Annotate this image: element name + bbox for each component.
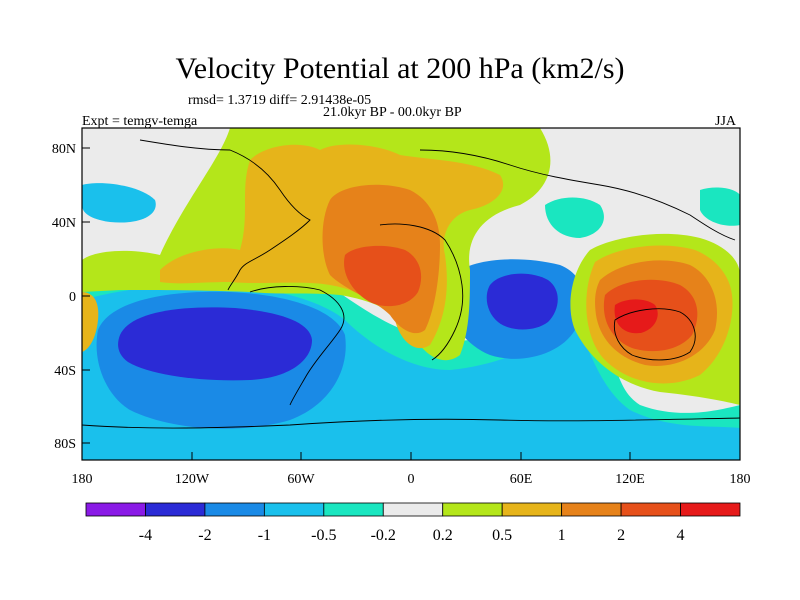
colorbar-swatch [501, 502, 563, 517]
contour-neg-north-pacific [82, 183, 156, 223]
experiment-label: Expt = temgv-temga [82, 114, 198, 129]
colorbar-label: 1 [558, 527, 566, 544]
lon-axis [81, 452, 741, 460]
colorbar-swatch [620, 502, 681, 517]
coastlines [82, 139, 740, 429]
lat-axis [82, 147, 90, 444]
lat-tick-label: 40N [52, 216, 76, 231]
colorbar-swatch [263, 502, 325, 517]
coast-south-america [249, 286, 345, 406]
colorbar-label: -1 [258, 527, 271, 544]
lat-tick-label: 80N [52, 142, 76, 157]
map-title: Velocity Potential at 200 hPa (km2/s) [175, 52, 625, 85]
colorbar-label: -4 [139, 527, 152, 544]
colorbar: -4 -2 -1 -0.5 -0.2 0.2 0.5 1 2 4 [85, 502, 741, 544]
lon-tick-label: 180 [72, 472, 93, 487]
colorbar-label: 2 [617, 527, 625, 544]
coast-north-america [139, 139, 311, 291]
contour-pos-far-west [82, 292, 99, 352]
contour-pos2-north [344, 245, 422, 307]
lon-tick-label: 120W [175, 472, 210, 487]
colorbar-swatch [382, 502, 444, 517]
coast-eurasia [419, 149, 736, 241]
colorbar-swatch [442, 502, 503, 517]
lat-tick-label: 0 [69, 290, 76, 305]
contour-neg-north-east [700, 187, 740, 226]
colorbar-label: -0.5 [311, 527, 336, 544]
colorbar-swatch [323, 502, 384, 517]
lat-tick-label: 40S [54, 364, 76, 379]
colorbar-label: 0.5 [492, 527, 512, 544]
contour-neg-north-asia [545, 197, 604, 238]
colorbar-label: -2 [198, 527, 211, 544]
contour-neg4-south [118, 307, 312, 381]
season-label: JJA [715, 114, 737, 129]
colorbar-label: 0.2 [433, 527, 453, 544]
period-label: 21.0kyr BP - 00.0kyr BP [323, 105, 462, 120]
contour-neg4-indian-ocean [486, 273, 558, 330]
coast-antarctica [82, 417, 740, 429]
coast-australia [613, 308, 696, 361]
lon-tick-label: 60E [510, 472, 533, 487]
contour-pos4-pacific [614, 299, 658, 334]
colorbar-swatch [204, 502, 265, 517]
lon-tick-label: 120E [615, 472, 645, 487]
colorbar-label: 4 [677, 527, 685, 544]
lon-tick-label: 60W [287, 472, 315, 487]
lat-tick-label: 80S [54, 437, 76, 452]
colorbar-swatch [561, 502, 622, 517]
stats-label: rmsd= 1.3719 diff= 2.91438e-05 [188, 93, 372, 108]
coast-africa [379, 223, 464, 361]
colorbar-swatch [680, 502, 741, 517]
lon-tick-label: 180 [730, 472, 751, 487]
colorbar-label: -0.2 [371, 527, 396, 544]
lon-tick-label: 0 [408, 472, 415, 487]
contour-field [82, 128, 740, 460]
colorbar-swatch [145, 502, 206, 517]
colorbar-swatch [85, 502, 146, 517]
